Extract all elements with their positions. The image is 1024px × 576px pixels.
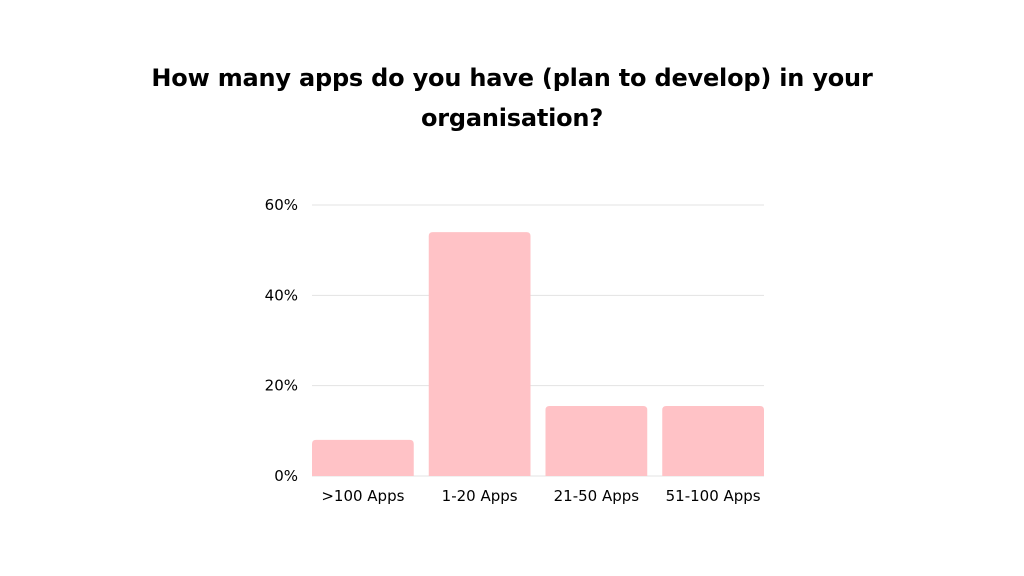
x-category-label: 21-50 Apps [554,487,640,505]
bar [545,405,648,476]
bars [312,232,764,476]
x-axis-categories: >100 Apps 1-20 Apps 21-50 Apps 51-100 Apps [321,487,760,505]
bar [428,232,531,476]
y-tick-label: 20% [265,377,298,395]
y-tick-label: 40% [265,286,298,304]
y-tick-label: 60% [265,196,298,214]
chart-title: How many apps do you have (plan to devel… [151,64,873,132]
x-category-label: 1-20 Apps [442,487,518,505]
x-category-label: >100 Apps [321,487,404,505]
y-tick-label: 0% [274,467,298,485]
bar [312,439,414,476]
bar [662,405,764,476]
y-axis-ticks: 0% 20% 40% 60% [265,196,298,485]
x-category-label: 51-100 Apps [666,487,761,505]
